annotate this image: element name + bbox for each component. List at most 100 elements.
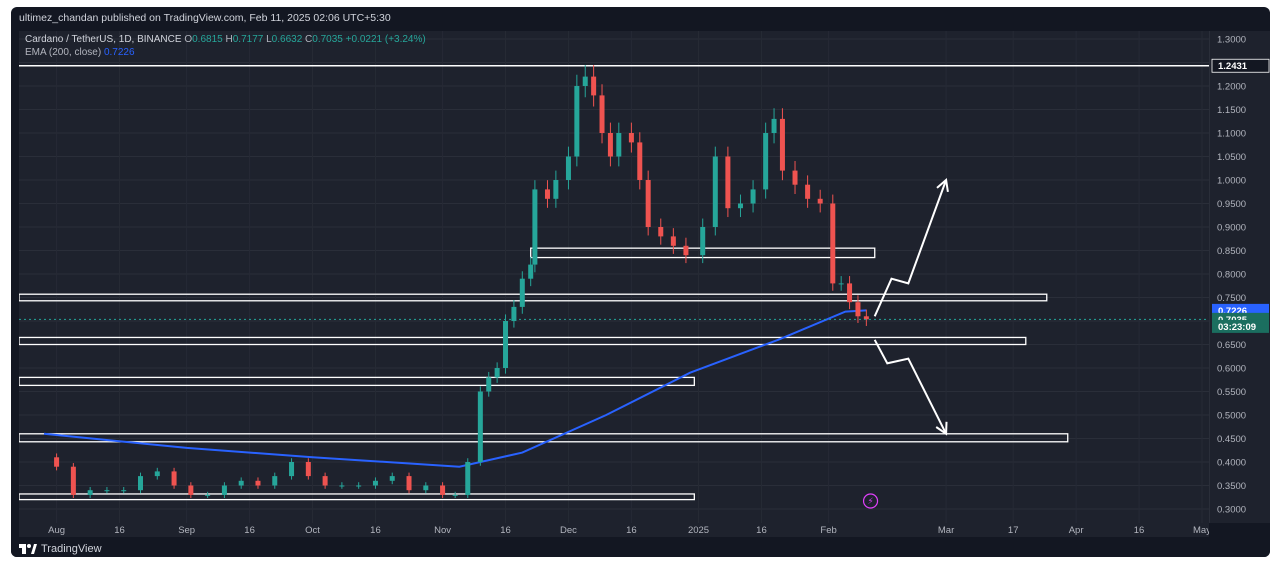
- candle-body: [503, 321, 509, 368]
- candle-body: [599, 95, 605, 133]
- zone-box: [19, 493, 695, 501]
- candle-body: [494, 368, 500, 378]
- zone-box: [19, 433, 1069, 443]
- x-tick-label: 16: [1134, 525, 1145, 536]
- candle-body: [628, 133, 634, 143]
- legend-ema-row: EMA (200, close) 0.7226: [25, 46, 426, 59]
- candle-body: [104, 490, 110, 492]
- candle-body: [855, 302, 861, 317]
- candle-body: [847, 283, 853, 303]
- y-tick-label: 0.4000: [1217, 458, 1246, 469]
- candle-body: [737, 203, 743, 209]
- candle-body: [830, 203, 836, 284]
- footer-brand: TradingView: [41, 543, 102, 555]
- y-tick-label: 0.5500: [1217, 387, 1246, 398]
- x-tick-label: 16: [500, 525, 511, 536]
- candle-body: [528, 264, 534, 279]
- footer-bar: TradingView: [11, 537, 1270, 557]
- y-tick-label: 0.5000: [1217, 411, 1246, 422]
- legend-change: +0.0221 (+3.24%): [345, 34, 426, 45]
- x-tick-label: Nov: [434, 525, 451, 536]
- candle-body: [138, 476, 143, 491]
- candle-body: [511, 306, 517, 321]
- legend-ema-label[interactable]: EMA (200, close): [25, 47, 102, 58]
- time-axis[interactable]: Aug 16 Sep 16 Oct 16 Nov 16 Dec 16 2025 16 Feb Mar 17 A…: [19, 523, 1209, 537]
- legend-close-label: C: [305, 34, 313, 45]
- x-tick-label: Apr: [1069, 525, 1084, 536]
- candle-body: [87, 490, 93, 495]
- projection-bullish: [873, 179, 948, 317]
- candle-body: [700, 227, 706, 256]
- tradingview-logo[interactable]: TradingView: [19, 539, 102, 557]
- candle-body: [637, 142, 643, 180]
- price-axis[interactable]: 1.30001.25001.20001.15001.10001.05001.00…: [1209, 31, 1270, 523]
- candle-body: [607, 133, 613, 157]
- lightning-icon-glyph: ⚡: [867, 497, 873, 507]
- candle-body: [863, 316, 869, 320]
- projection-bearish: [873, 339, 947, 435]
- y-tick-label: 0.4500: [1217, 434, 1246, 445]
- y-tick-label: 0.8500: [1217, 246, 1246, 257]
- legend-ema-value: 0.7226: [103, 47, 135, 58]
- candle-body: [171, 471, 177, 486]
- lightning-icon-ring: [862, 493, 879, 509]
- candle-body: [805, 184, 811, 199]
- candle-body: [255, 480, 261, 486]
- lightning-icon: ⚡: [862, 493, 879, 509]
- x-tick-label: Feb: [820, 525, 836, 536]
- candle-body: [452, 494, 458, 496]
- legend-symbol[interactable]: Cardano / TetherUS, 1D, BINANCE: [25, 34, 182, 45]
- price-label-ema: 0.7226: [1218, 306, 1247, 317]
- candle-body: [188, 485, 194, 495]
- projection-arrowhead: [935, 421, 948, 436]
- legend-open: 0.6815: [192, 34, 223, 45]
- candle-body: [322, 476, 328, 486]
- x-tick-label: Oct: [305, 525, 320, 536]
- price-label-box: [1212, 319, 1269, 333]
- candle-body: [817, 198, 823, 204]
- candle-body: [779, 118, 785, 171]
- legend-low: 0.6632: [271, 34, 303, 45]
- projection-arrowhead: [936, 178, 949, 193]
- candle-body: [670, 236, 676, 246]
- candle-body: [544, 189, 550, 199]
- candle-body: [532, 189, 538, 265]
- candle-body: [771, 118, 777, 133]
- price-chart[interactable]: ⚡: [19, 31, 1209, 523]
- ema-line: [43, 309, 867, 468]
- legend-close: 0.7035: [312, 34, 343, 45]
- candle-body: [154, 471, 160, 477]
- candle-body: [406, 476, 412, 491]
- legend-open-label: O: [184, 34, 193, 45]
- candle-body: [750, 189, 756, 204]
- candle-body: [565, 156, 571, 180]
- candle-body: [54, 457, 60, 467]
- price-label-line: 1.2431: [1218, 61, 1248, 72]
- price-label-countdown: 03:23:09: [1218, 322, 1256, 333]
- x-tick-label: 16: [370, 525, 381, 536]
- legend-symbol-row: Cardano / TetherUS, 1D, BINANCE O0.6815 …: [25, 33, 426, 46]
- x-tick-label: 16: [244, 525, 255, 536]
- zone-box: [19, 293, 1048, 302]
- x-tick-label: Mar: [938, 525, 954, 536]
- candle-body: [305, 462, 311, 477]
- y-tick-label: 1.0000: [1217, 176, 1246, 187]
- x-tick-label: Aug: [48, 525, 65, 536]
- legend-high: 0.7177: [232, 34, 264, 45]
- x-tick-label: 17: [1008, 525, 1019, 536]
- candle-body: [70, 466, 76, 495]
- y-tick-label: 0.9500: [1217, 199, 1246, 210]
- y-tick-label: 1.1000: [1217, 129, 1246, 140]
- candle-body: [477, 391, 483, 462]
- candle-body: [658, 227, 664, 237]
- candle-body: [205, 494, 211, 496]
- candle-body: [238, 480, 244, 486]
- candle-body: [725, 156, 731, 209]
- plot-area[interactable]: ⚡: [19, 31, 1209, 523]
- zone-box: [19, 376, 695, 387]
- candle-body: [465, 462, 471, 495]
- candle-body: [591, 76, 597, 96]
- y-tick-label: 0.3500: [1217, 481, 1246, 492]
- candle-body: [289, 462, 295, 477]
- candle-body: [763, 133, 769, 190]
